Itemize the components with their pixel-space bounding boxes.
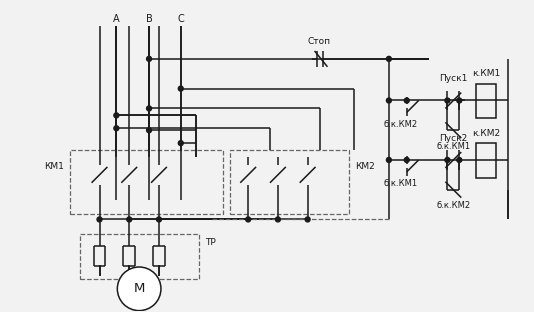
Circle shape xyxy=(114,126,119,131)
Circle shape xyxy=(404,158,409,163)
Text: М: М xyxy=(134,282,145,295)
Circle shape xyxy=(178,86,183,91)
Circle shape xyxy=(457,98,462,103)
Circle shape xyxy=(146,106,152,111)
Circle shape xyxy=(178,141,183,146)
Text: B: B xyxy=(146,14,152,24)
Text: Стоп: Стоп xyxy=(308,37,331,46)
Circle shape xyxy=(387,158,391,163)
Bar xyxy=(80,234,199,279)
Text: б.к.КМ1: б.к.КМ1 xyxy=(436,142,470,151)
Bar xyxy=(476,143,496,178)
Circle shape xyxy=(146,56,152,61)
Text: A: A xyxy=(113,14,120,24)
Circle shape xyxy=(445,98,450,103)
Bar xyxy=(230,150,349,214)
Text: к.КМ1: к.КМ1 xyxy=(472,69,500,78)
Text: б.к.КМ2: б.к.КМ2 xyxy=(436,201,470,210)
Text: к.КМ2: к.КМ2 xyxy=(472,129,500,138)
Text: б.к.КМ1: б.к.КМ1 xyxy=(384,179,418,188)
Circle shape xyxy=(156,217,161,222)
Text: КМ1: КМ1 xyxy=(44,163,64,171)
Bar xyxy=(70,150,223,214)
Circle shape xyxy=(445,158,450,163)
Text: б.к.КМ2: б.к.КМ2 xyxy=(384,120,418,129)
Text: Пуск1: Пуск1 xyxy=(439,74,467,83)
Circle shape xyxy=(146,128,152,133)
Circle shape xyxy=(305,217,310,222)
Bar xyxy=(476,84,496,118)
Circle shape xyxy=(117,267,161,311)
Circle shape xyxy=(404,98,409,103)
Circle shape xyxy=(276,217,280,222)
Circle shape xyxy=(97,217,102,222)
Text: Пуск2: Пуск2 xyxy=(439,134,467,143)
Text: C: C xyxy=(177,14,184,24)
Circle shape xyxy=(387,98,391,103)
Circle shape xyxy=(457,158,462,163)
Circle shape xyxy=(387,56,391,61)
Circle shape xyxy=(127,217,132,222)
Text: КМ2: КМ2 xyxy=(355,163,375,171)
Circle shape xyxy=(114,113,119,118)
Circle shape xyxy=(246,217,250,222)
Text: ТР: ТР xyxy=(205,238,216,247)
